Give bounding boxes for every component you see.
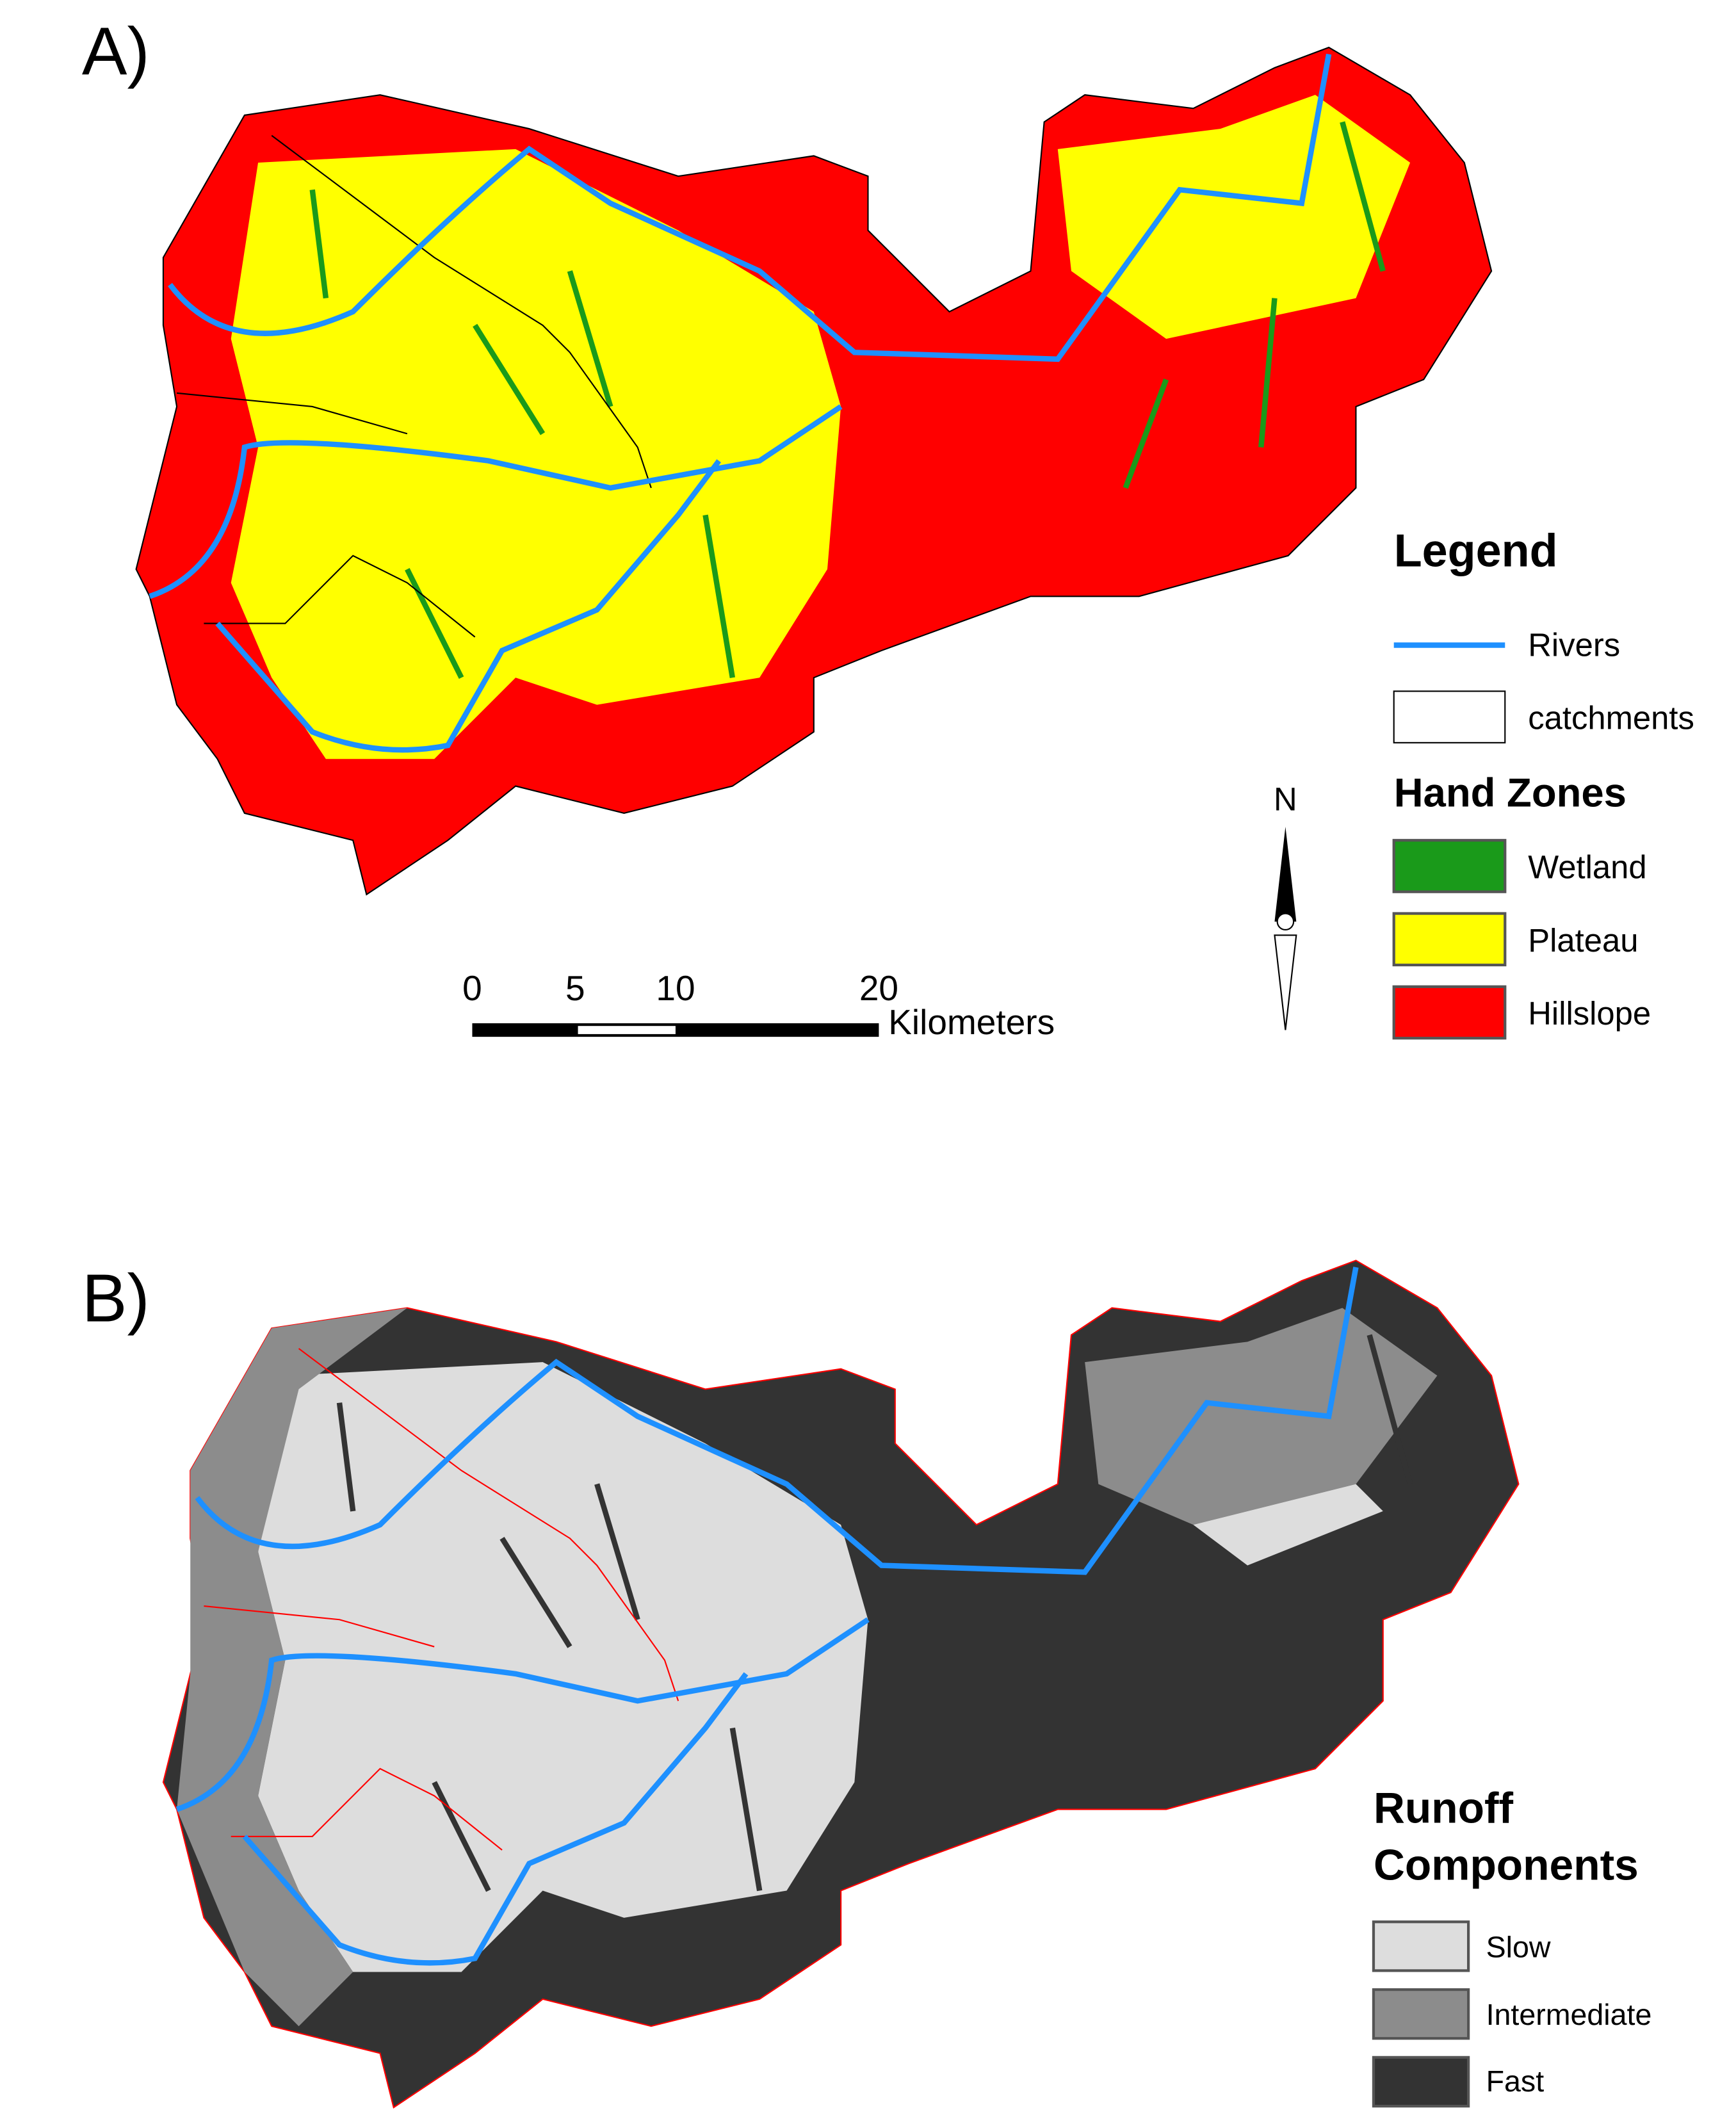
legend-title: Runoff <box>1374 1785 1514 1833</box>
north-label: N <box>1274 781 1297 818</box>
legend-b: Runoff Components Slow Intermediate Fast <box>1372 1785 1652 2108</box>
scale-tick: 20 <box>859 968 898 1008</box>
legend-a: Legend Rivers catchments Hand Zones Wetl… <box>1392 526 1694 1040</box>
hand-zone-map <box>135 47 1493 895</box>
scale-tick: 0 <box>462 968 482 1008</box>
panel-label: B) <box>82 1261 150 1336</box>
panel-label: A) <box>82 13 150 89</box>
legend-title: Components <box>1374 1842 1639 1890</box>
legend-entry: Hillslope <box>1528 995 1651 1032</box>
north-arrow: N <box>1274 781 1297 1030</box>
legend-entry: Fast <box>1486 2064 1545 2098</box>
runoff-map <box>162 1260 1520 2109</box>
legend-entry: Rivers <box>1528 626 1620 663</box>
legend-entry: Slow <box>1486 1930 1551 1963</box>
legend-entry: Intermediate <box>1486 1998 1652 2031</box>
scale-unit: Kilometers <box>888 1002 1055 1042</box>
legend-subtitle: Hand Zones <box>1394 770 1626 815</box>
legend-entry: catchments <box>1528 700 1694 736</box>
scale-tick: 10 <box>656 968 695 1008</box>
legend-title: Legend <box>1394 526 1558 577</box>
scale-bar: 0 5 10 20 Kilometers <box>462 968 1055 1042</box>
legend-entry: Wetland <box>1528 849 1646 886</box>
scale-tick: 5 <box>565 968 585 1008</box>
legend-entry: Plateau <box>1528 922 1638 959</box>
